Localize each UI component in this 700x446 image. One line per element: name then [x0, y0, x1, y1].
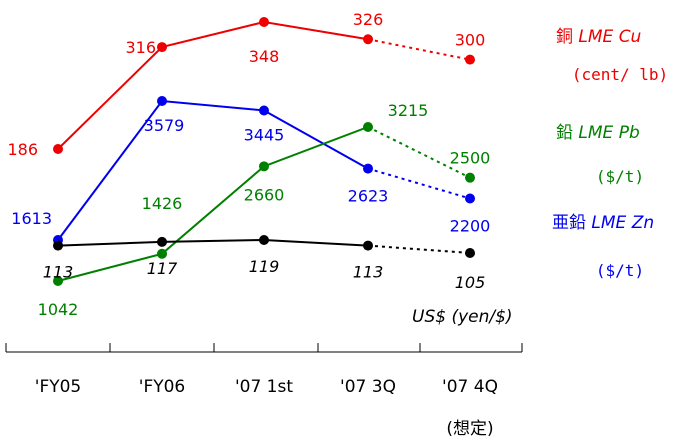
data-point-usd	[53, 240, 63, 251]
data-label-usd: 117	[147, 259, 178, 278]
x-tick-label: '07 3Q	[340, 377, 396, 397]
data-point-usd	[157, 236, 167, 247]
series-line-usd	[57, 238, 369, 247]
x-axis: 'FY05 'FY06 '07 1st '07 3Q '07 4Q (想定)	[5, 343, 523, 439]
data-label-zinc: 1613	[11, 209, 52, 228]
x-tick-note: (想定)	[446, 419, 493, 439]
data-point-copper	[53, 144, 63, 154]
data-point-usd	[259, 235, 269, 245]
series-copper: 186 316 348 326 300	[7, 10, 485, 159]
data-point-usd	[465, 248, 475, 258]
legend-unit-lead: ($/t)	[596, 167, 644, 186]
legend-item-copper: 銅 LME Cu	[556, 27, 642, 47]
data-label-copper: 348	[249, 47, 280, 66]
data-label-lead: 2500	[450, 149, 491, 168]
series-line-zinc	[57, 99, 369, 241]
data-point-copper	[363, 34, 373, 45]
series-lead: 1042 1426 2660 3215 2500	[38, 101, 491, 319]
legend-item-lead: 鉛 LME Pb	[556, 123, 640, 143]
x-tick-label: '07 4Q	[442, 377, 498, 397]
data-point-copper	[157, 42, 167, 53]
data-point-lead	[465, 172, 475, 183]
series-line-lead	[57, 126, 369, 282]
data-label-copper: 326	[353, 10, 384, 29]
x-tick-label: '07 1st	[235, 377, 293, 397]
data-label-usd: 113	[353, 263, 384, 282]
projection-line-usd	[367, 244, 471, 254]
legend: 銅 LME Cu (cent/ lb) 鉛 LME Pb ($/t) 亜鉛 LME Zn…	[412, 27, 668, 327]
data-label-usd: 105	[455, 273, 486, 292]
data-label-zinc: 2623	[348, 187, 389, 206]
data-point-usd	[363, 240, 373, 251]
legend-item-usd: US$ (yen/$)	[412, 307, 513, 327]
x-tick-label: 'FY06	[139, 377, 185, 397]
data-label-zinc: 3445	[244, 125, 285, 144]
data-label-lead: 1042	[38, 300, 79, 319]
legend-item-zinc: 亜鉛 LME Zn	[552, 213, 654, 233]
data-point-lead	[53, 276, 63, 286]
series-usd: 113 117 119 113 105	[43, 235, 486, 292]
data-point-zinc	[465, 193, 475, 204]
data-point-lead	[259, 161, 269, 172]
legend-unit-zinc: ($/t)	[596, 261, 644, 280]
data-point-zinc	[363, 163, 373, 174]
series-line-copper	[57, 20, 369, 150]
x-tick-label: 'FY05	[35, 377, 81, 397]
data-label-lead: 2660	[244, 185, 285, 204]
data-point-lead	[157, 248, 167, 259]
data-label-lead: 3215	[388, 101, 429, 120]
data-point-lead	[363, 122, 373, 132]
legend-unit-copper: (cent/ lb)	[572, 65, 668, 84]
data-label-copper: 186	[7, 140, 38, 159]
projection-line-copper	[367, 38, 471, 61]
data-label-usd: 119	[249, 257, 280, 276]
data-label-zinc: 2200	[450, 216, 491, 235]
data-point-copper	[259, 17, 269, 27]
projection-line-lead	[367, 126, 471, 179]
data-point-zinc	[259, 105, 269, 116]
data-point-copper	[465, 54, 475, 65]
data-label-copper: 316	[125, 38, 156, 57]
data-label-lead: 1426	[142, 194, 183, 213]
data-point-zinc	[157, 96, 167, 106]
data-label-zinc: 3579	[144, 116, 185, 135]
data-label-usd: 113	[43, 263, 74, 282]
series-zinc: 1613 3579 3445 2623 2200	[11, 96, 490, 245]
data-label-copper: 300	[455, 31, 486, 50]
